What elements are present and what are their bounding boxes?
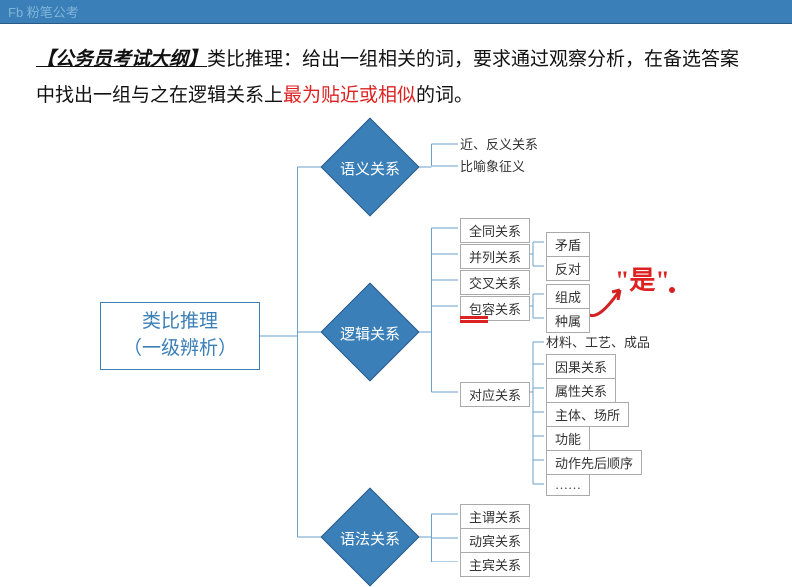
logo: Fb 粉笔公考	[8, 2, 79, 21]
diamond-logic	[321, 283, 420, 382]
leaf-sub: ……	[546, 474, 590, 496]
diamond-grammar	[321, 488, 420, 587]
leaf-sub: 因果关系	[546, 354, 616, 379]
leaf: 全同关系	[460, 218, 530, 243]
diagram: 类比推理 （一级辨析） 语义关系近、反义关系比喻象征义逻辑关系全同关系并列关系矛…	[80, 132, 720, 562]
root-line2: （一级辨析）	[101, 336, 259, 363]
desc-body-after: 的词。	[416, 85, 473, 106]
root-line1: 类比推理	[101, 309, 259, 336]
leaf-sub: 属性关系	[546, 378, 616, 403]
leaf: 主谓关系	[460, 504, 530, 529]
leaf: 包容关系	[460, 296, 530, 321]
leaf-sub: 主体、场所	[546, 402, 629, 427]
desc-highlight: 最为贴近或相似	[283, 85, 416, 106]
leaf-sub: 反对	[546, 256, 590, 281]
leaf: 主宾关系	[460, 552, 530, 577]
desc-title: 【公务员考试大纲】	[36, 49, 207, 70]
description: 【公务员考试大纲】类比推理：给出一组相关的词，要求通过观察分析，在备选答案中找出…	[0, 24, 792, 124]
leaf-sub: 动作先后顺序	[546, 450, 642, 475]
root-node: 类比推理 （一级辨析）	[100, 302, 260, 370]
diamond-semantic	[321, 118, 420, 217]
leaf: 动宾关系	[460, 528, 530, 553]
leaf-sub: 种属	[546, 308, 590, 333]
leaf-sub: 功能	[546, 426, 590, 451]
leaf: 对应关系	[460, 382, 530, 407]
top-bar: Fb 粉笔公考	[0, 0, 792, 24]
leaf: 并列关系	[460, 244, 530, 269]
leaf-sub: 矛盾	[546, 232, 590, 257]
handwritten-note: "是"	[615, 260, 670, 297]
leaf: 交叉关系	[460, 270, 530, 295]
leaf-sub: 材料、工艺、成品	[546, 332, 650, 351]
leaf: 近、反义关系	[460, 134, 538, 153]
leaf-sub: 组成	[546, 284, 590, 309]
leaf: 比喻象征义	[460, 156, 525, 175]
